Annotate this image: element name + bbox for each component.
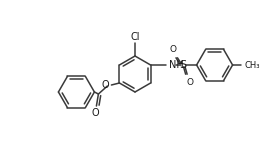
Text: CH₃: CH₃ (245, 61, 260, 70)
Text: O: O (102, 80, 109, 90)
Text: Cl: Cl (130, 32, 140, 42)
Text: O: O (186, 78, 193, 87)
Text: O: O (92, 108, 99, 118)
Text: S: S (179, 60, 186, 70)
Text: O: O (169, 45, 176, 54)
Text: NH: NH (169, 60, 183, 70)
